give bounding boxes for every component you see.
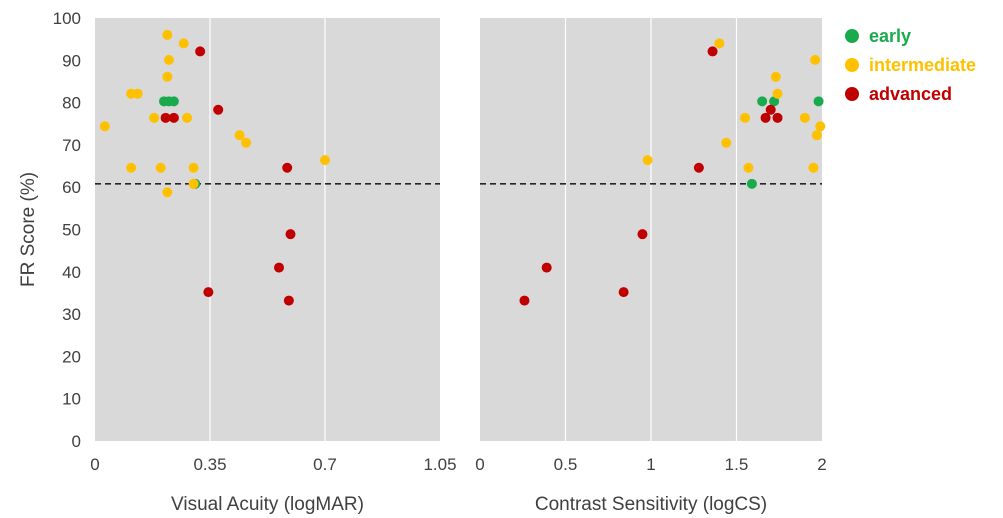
data-point-advanced bbox=[760, 112, 771, 123]
x-tick-label: 2 bbox=[817, 455, 826, 474]
data-point-intermediate bbox=[155, 162, 166, 173]
legend-label-advanced: advanced bbox=[869, 84, 952, 104]
data-point-intermediate bbox=[770, 71, 781, 82]
y-axis-title: FR Score (%) bbox=[18, 172, 39, 287]
data-point-intermediate bbox=[714, 38, 725, 49]
data-point-advanced bbox=[519, 295, 530, 306]
x-tick-label: 0 bbox=[90, 455, 99, 474]
legend-label-intermediate: intermediate bbox=[869, 55, 976, 75]
y-tick-label: 30 bbox=[62, 305, 81, 324]
data-point-advanced bbox=[618, 287, 629, 298]
x-tick-label: 0.35 bbox=[193, 455, 226, 474]
data-point-intermediate bbox=[126, 162, 137, 173]
legend: early intermediate advanced bbox=[845, 26, 976, 104]
data-point-advanced bbox=[772, 112, 783, 123]
data-point-intermediate bbox=[808, 162, 819, 173]
data-point-advanced bbox=[283, 295, 294, 306]
x-tick-label: 0 bbox=[475, 455, 484, 474]
data-point-intermediate bbox=[182, 112, 192, 123]
data-point-intermediate bbox=[721, 137, 732, 148]
y-tick-label: 100 bbox=[53, 9, 81, 28]
data-point-intermediate bbox=[810, 54, 821, 65]
legend-marker-advanced bbox=[845, 87, 859, 101]
x-tick-label: 1 bbox=[646, 455, 655, 474]
data-point-advanced bbox=[213, 104, 224, 115]
x-tick-label: 0.5 bbox=[554, 455, 578, 474]
legend-label-early: early bbox=[869, 26, 911, 46]
data-point-advanced bbox=[195, 46, 206, 57]
x-tick-label: 1.5 bbox=[725, 455, 749, 474]
y-tick-label: 80 bbox=[62, 94, 81, 113]
y-tick-label: 20 bbox=[62, 347, 81, 366]
y-tick-label: 50 bbox=[62, 221, 81, 240]
x-axis-title: Visual Acuity (logMAR) bbox=[171, 494, 364, 515]
data-point-intermediate bbox=[162, 29, 173, 40]
plot-area bbox=[95, 18, 440, 441]
x-tick-label: 1.05 bbox=[423, 455, 456, 474]
data-point-advanced bbox=[203, 287, 214, 298]
legend-marker-intermediate bbox=[845, 58, 859, 72]
data-point-intermediate bbox=[178, 38, 189, 49]
data-point-intermediate bbox=[149, 112, 160, 123]
plot-contrast-sensitivity: 0 0.5 1 1.5 2 Contrast Sensitivity (logCS) bbox=[475, 18, 827, 515]
data-point-early bbox=[813, 96, 824, 107]
plot-visual-acuity: 0 0.35 0.7 1.05 0 10 20 30 40 50 60 70 80 90 100 Visual… bbox=[18, 9, 457, 515]
data-point-early bbox=[769, 96, 780, 107]
y-tick-label: 90 bbox=[62, 51, 81, 70]
data-point-intermediate bbox=[642, 155, 653, 166]
x-axis-title: Contrast Sensitivity (logCS) bbox=[535, 494, 767, 515]
data-point-intermediate bbox=[132, 88, 143, 99]
y-tick-label: 40 bbox=[62, 263, 81, 282]
data-point-early bbox=[168, 96, 179, 107]
data-point-advanced bbox=[693, 162, 704, 173]
legend-marker-early bbox=[845, 29, 859, 43]
data-point-intermediate bbox=[740, 112, 751, 123]
data-point-advanced bbox=[765, 104, 776, 115]
data-point-advanced bbox=[707, 46, 718, 57]
data-point-intermediate bbox=[162, 187, 173, 198]
data-point-advanced bbox=[274, 262, 284, 273]
data-point-intermediate bbox=[162, 71, 173, 82]
data-point-advanced bbox=[285, 229, 296, 240]
y-tick-label: 0 bbox=[72, 432, 81, 451]
data-point-intermediate bbox=[163, 54, 174, 65]
data-point-intermediate bbox=[188, 178, 199, 189]
data-point-intermediate bbox=[772, 88, 783, 99]
data-point-advanced bbox=[637, 229, 648, 240]
data-point-intermediate bbox=[241, 137, 252, 148]
data-point-early bbox=[757, 96, 768, 107]
data-point-intermediate bbox=[320, 155, 330, 166]
data-point-intermediate bbox=[188, 162, 199, 173]
data-point-advanced bbox=[168, 112, 179, 123]
data-point-advanced bbox=[541, 262, 552, 273]
data-point-intermediate bbox=[799, 112, 810, 123]
data-point-intermediate bbox=[811, 130, 822, 141]
y-tick-label: 70 bbox=[62, 136, 81, 155]
data-point-intermediate bbox=[743, 162, 754, 173]
y-tick-label: 60 bbox=[62, 178, 81, 197]
y-tick-label: 10 bbox=[62, 390, 81, 409]
data-point-early bbox=[746, 178, 757, 189]
data-point-intermediate bbox=[99, 121, 110, 132]
data-point-advanced bbox=[160, 112, 171, 123]
data-point-advanced bbox=[282, 162, 293, 173]
data-point-intermediate bbox=[815, 121, 826, 132]
x-tick-label: 0.7 bbox=[313, 455, 337, 474]
data-point-intermediate bbox=[234, 130, 245, 141]
